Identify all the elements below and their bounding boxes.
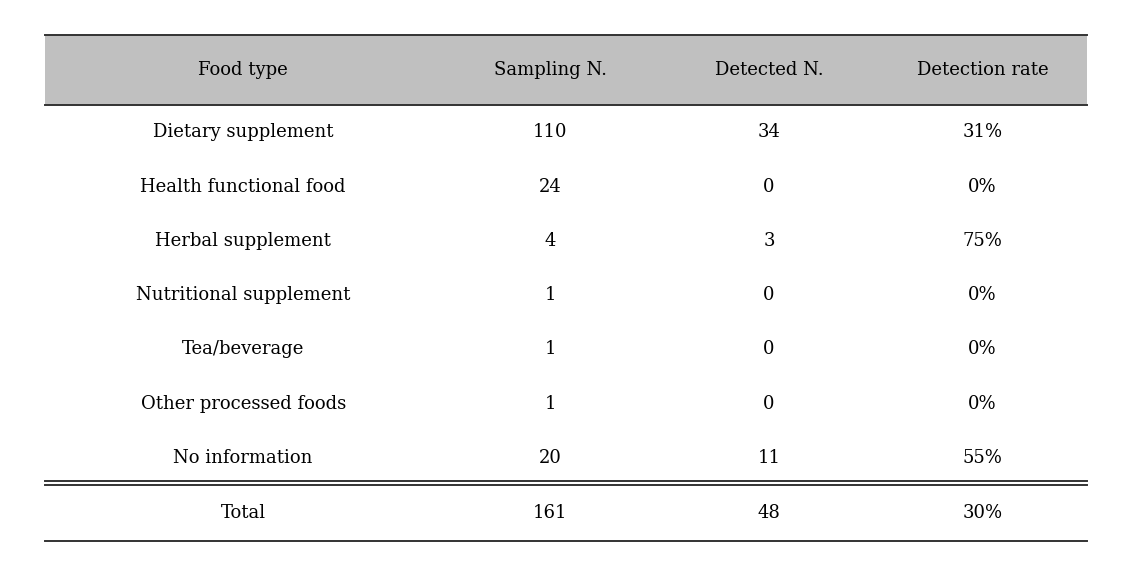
Text: Other processed foods: Other processed foods <box>140 394 345 412</box>
Text: 48: 48 <box>757 504 781 522</box>
Text: 34: 34 <box>757 124 781 141</box>
Text: 0%: 0% <box>968 178 997 196</box>
Text: 161: 161 <box>533 504 567 522</box>
Text: 75%: 75% <box>962 232 1003 250</box>
Text: Dietary supplement: Dietary supplement <box>153 124 334 141</box>
Text: 30%: 30% <box>962 504 1003 522</box>
Text: 1: 1 <box>544 340 556 358</box>
Text: 110: 110 <box>533 124 567 141</box>
Text: Health functional food: Health functional food <box>140 178 346 196</box>
Text: Detected N.: Detected N. <box>714 61 823 79</box>
Text: No information: No information <box>173 448 312 467</box>
Text: 31%: 31% <box>962 124 1003 141</box>
Text: Nutritional supplement: Nutritional supplement <box>136 286 350 304</box>
Text: 0%: 0% <box>968 394 997 412</box>
Text: 4: 4 <box>544 232 556 250</box>
Text: 0%: 0% <box>968 286 997 304</box>
Text: 0%: 0% <box>968 340 997 358</box>
Text: 0: 0 <box>763 286 774 304</box>
Text: 3: 3 <box>763 232 774 250</box>
Text: 1: 1 <box>544 286 556 304</box>
Text: 0: 0 <box>763 394 774 412</box>
Bar <box>45 34 1087 105</box>
Text: Herbal supplement: Herbal supplement <box>155 232 331 250</box>
Text: 0: 0 <box>763 178 774 196</box>
Text: 20: 20 <box>539 448 561 467</box>
Text: 24: 24 <box>539 178 561 196</box>
Text: 0: 0 <box>763 340 774 358</box>
Text: 11: 11 <box>757 448 781 467</box>
Text: Sampling N.: Sampling N. <box>494 61 607 79</box>
Text: Detection rate: Detection rate <box>917 61 1048 79</box>
Text: Total: Total <box>221 504 266 522</box>
Text: 55%: 55% <box>962 448 1003 467</box>
Text: Tea/beverage: Tea/beverage <box>182 340 305 358</box>
Text: 1: 1 <box>544 394 556 412</box>
Text: Food type: Food type <box>198 61 288 79</box>
